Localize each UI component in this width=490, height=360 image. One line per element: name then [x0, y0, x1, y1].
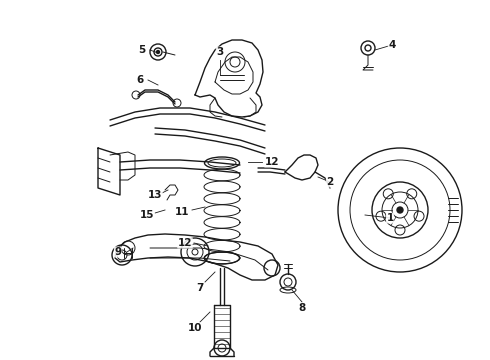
Circle shape — [156, 50, 160, 54]
Text: 4: 4 — [388, 40, 396, 50]
Text: 3: 3 — [217, 47, 223, 57]
Text: 10: 10 — [188, 323, 202, 333]
Text: 1: 1 — [387, 213, 393, 223]
Text: 9: 9 — [115, 247, 122, 257]
Text: 13: 13 — [148, 190, 162, 200]
Text: 5: 5 — [138, 45, 146, 55]
Text: 15: 15 — [140, 210, 154, 220]
Text: 11: 11 — [175, 207, 189, 217]
Circle shape — [397, 207, 403, 213]
Text: 12: 12 — [265, 157, 279, 167]
Text: 12: 12 — [178, 238, 192, 248]
Text: 6: 6 — [136, 75, 144, 85]
Text: 8: 8 — [298, 303, 306, 313]
Text: 7: 7 — [196, 283, 204, 293]
Text: 2: 2 — [326, 177, 334, 187]
